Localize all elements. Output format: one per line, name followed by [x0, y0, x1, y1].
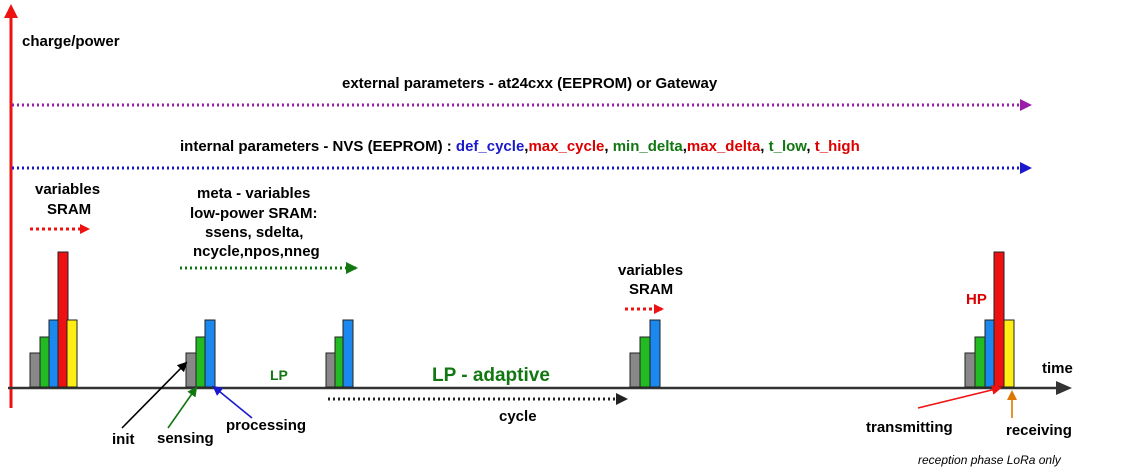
- internal-param-2: max_cycle: [528, 138, 604, 155]
- bar-gray: [185, 352, 197, 388]
- y-axis-label: charge/power: [22, 33, 120, 50]
- phase-lp-label: LP: [270, 367, 288, 383]
- internal-params-label: internal parameters - NVS (EEPROM) : def…: [180, 138, 860, 155]
- internal-param-sep: ,: [604, 138, 612, 155]
- x-axis-arrowhead: [1056, 381, 1072, 395]
- variables-sram-1-line2: SRAM: [47, 201, 91, 218]
- internal-param-0: def_cycle: [456, 138, 524, 155]
- sensing-arrow: [167, 386, 198, 429]
- bar-group-sense-2: [325, 319, 354, 388]
- cycle-label: cycle: [499, 408, 537, 425]
- bar-yellow: [66, 319, 78, 388]
- variables-sram-2-line1: variables: [618, 262, 683, 279]
- init-label: init: [112, 431, 135, 448]
- bar-group-sense-1: [185, 319, 216, 388]
- variables-sram-1-line1: variables: [35, 181, 100, 198]
- meta-variables-line1: meta - variables: [197, 185, 310, 202]
- phase-lp-adaptive-label: LP - adaptive: [432, 365, 550, 386]
- x-axis-label: time: [1042, 360, 1073, 377]
- external-params-label: external parameters - at24cxx (EEPROM) o…: [342, 75, 718, 92]
- bar-group-sense-3: [629, 319, 661, 388]
- y-axis-arrowhead: [4, 4, 18, 18]
- variables-sram-2-line2: SRAM: [629, 281, 673, 298]
- internal-param-sep: ,: [760, 138, 768, 155]
- internal-param-sep: ,: [524, 138, 528, 155]
- bar-green: [639, 336, 651, 388]
- internal-param-sep: ,: [683, 138, 687, 155]
- meta-variables-line3: ssens, sdelta,: [205, 224, 303, 241]
- receiving-label: receiving: [1006, 422, 1072, 439]
- processing-arrow: [212, 385, 253, 419]
- bar-yellow: [1003, 319, 1015, 388]
- bar-blue: [342, 319, 354, 388]
- transmitting-label: transmitting: [866, 419, 953, 436]
- bar-group-startup: [29, 251, 78, 388]
- bar-group-transmit: [964, 251, 1015, 388]
- bar-gray: [29, 352, 41, 388]
- bar-blue: [204, 319, 216, 388]
- sensing-label: sensing: [157, 430, 214, 447]
- internal-param-4: min_delta: [613, 138, 684, 155]
- internal-param-10: t_high: [815, 138, 860, 155]
- internal-param-sep: ,: [806, 138, 814, 155]
- meta-variables-line2: low-power SRAM:: [190, 205, 318, 222]
- bar-gray: [964, 352, 976, 388]
- bar-red: [993, 251, 1005, 388]
- footnote: reception phase LoRa only: [918, 453, 1062, 467]
- internal-params-prefix: internal parameters - NVS (EEPROM) :: [180, 138, 456, 155]
- bar-blue: [649, 319, 661, 388]
- bar-green: [974, 336, 986, 388]
- processing-label: processing: [226, 417, 306, 434]
- init-arrow: [121, 361, 188, 429]
- meta-variables-line4: ncycle,npos,nneg: [193, 243, 320, 260]
- internal-param-8: t_low: [769, 138, 808, 155]
- internal-param-6: max_delta: [687, 138, 761, 155]
- transmitting-arrow: [917, 385, 1002, 409]
- phase-hp-label: HP: [966, 291, 987, 308]
- bar-gray: [629, 352, 641, 388]
